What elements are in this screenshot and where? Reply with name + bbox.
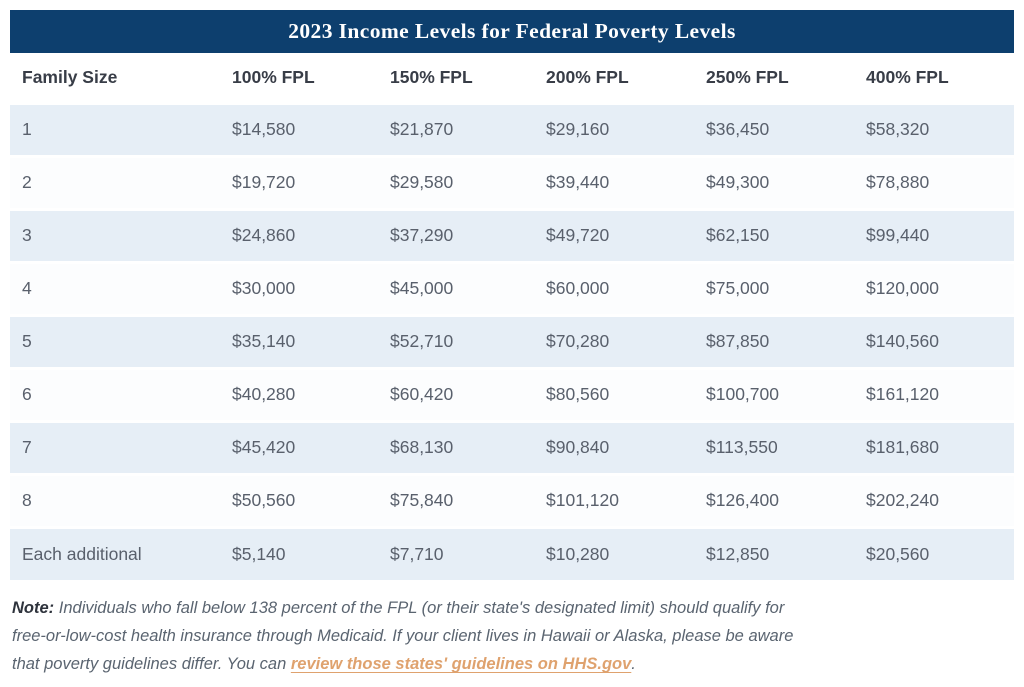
fpl-value-cell: $120,000 — [866, 278, 939, 298]
footnote: Note: Individuals who fall below 138 per… — [12, 594, 1007, 678]
fpl-value-cell: $161,120 — [866, 384, 939, 404]
fpl-value-cell: $99,440 — [866, 225, 930, 245]
table-row: 5 $35,140 $52,710 $70,280 $87,850 $140,560 — [10, 315, 1014, 368]
family-size-cell: 7 — [22, 437, 32, 457]
fpl-value-cell: $12,850 — [706, 543, 770, 564]
fpl-value-cell: $45,420 — [232, 437, 296, 457]
table-title: 2023 Income Levels for Federal Poverty L… — [288, 19, 736, 43]
column-header: 200% FPL — [534, 53, 694, 103]
table-header-row: Family Size 100% FPL 150% FPL 200% FPL 250% … — [10, 53, 1014, 103]
family-size-cell: 1 — [22, 119, 32, 139]
fpl-value-cell: $21,870 — [390, 119, 454, 139]
fpl-value-cell: $30,000 — [232, 278, 296, 298]
fpl-value-cell: $126,400 — [706, 490, 779, 510]
family-size-cell: 5 — [22, 331, 32, 351]
family-size-cell: 4 — [22, 278, 32, 298]
table-row: 6 $40,280 $60,420 $80,560 $100,700 $161,120 — [10, 368, 1014, 421]
fpl-value-cell: $50,560 — [232, 490, 296, 510]
note-text-line3-prefix: that poverty guidelines differ. You can — [12, 655, 291, 673]
fpl-value-cell: $101,120 — [546, 490, 619, 510]
fpl-value-cell: $100,700 — [706, 384, 779, 404]
fpl-value-cell: $29,160 — [546, 119, 610, 139]
table-row: 4 $30,000 $45,000 $60,000 $75,000 $120,000 — [10, 262, 1014, 315]
fpl-value-cell: $78,880 — [866, 172, 930, 192]
fpl-value-cell: $14,580 — [232, 119, 296, 139]
fpl-value-cell: $87,850 — [706, 331, 770, 351]
fpl-value-cell: $70,280 — [546, 331, 610, 351]
table-body: 1 $14,580 $21,870 $29,160 $36,450 $58,320 2 $19… — [10, 103, 1014, 580]
fpl-value-cell: $36,450 — [706, 119, 770, 139]
fpl-value-cell: $35,140 — [232, 331, 296, 351]
family-size-cell: 3 — [22, 225, 32, 245]
fpl-value-cell: $20,560 — [866, 543, 930, 564]
fpl-value-cell: $60,420 — [390, 384, 454, 404]
table-row: 3 $24,860 $37,290 $49,720 $62,150 $99,440 — [10, 209, 1014, 262]
fpl-value-cell: $113,550 — [706, 437, 778, 457]
footnote-line-2: free-or-low-cost health insurance throug… — [12, 622, 1007, 650]
footnote-line-1: Note: Individuals who fall below 138 per… — [12, 594, 1007, 622]
fpl-value-cell: $68,130 — [390, 437, 454, 457]
fpl-value-cell: $5,140 — [232, 543, 286, 564]
table-row: 1 $14,580 $21,870 $29,160 $36,450 $58,320 — [10, 103, 1014, 156]
note-text-suffix: . — [631, 655, 636, 673]
fpl-value-cell: $19,720 — [232, 172, 296, 192]
fpl-value-cell: $80,560 — [546, 384, 610, 404]
note-text-line1: Individuals who fall below 138 percent o… — [58, 599, 785, 617]
fpl-table-container: 2023 Income Levels for Federal Poverty L… — [10, 10, 1014, 580]
fpl-value-cell: $62,150 — [706, 225, 770, 245]
fpl-value-cell: $202,240 — [866, 490, 939, 510]
family-size-cell: 6 — [22, 384, 32, 404]
table-row: 8 $50,560 $75,840 $101,120 $126,400 $202,240 — [10, 474, 1014, 527]
fpl-value-cell: $90,840 — [546, 437, 610, 457]
fpl-value-cell: $75,000 — [706, 278, 770, 298]
family-size-cell: 2 — [22, 172, 32, 192]
hhs-guidelines-link[interactable]: review those states' guidelines on HHS.g… — [290, 655, 632, 673]
fpl-value-cell: $10,280 — [546, 543, 610, 564]
table-row: 2 $19,720 $29,580 $39,440 $49,300 $78,880 — [10, 156, 1014, 209]
fpl-value-cell: $75,840 — [390, 490, 454, 510]
fpl-value-cell: $60,000 — [546, 278, 610, 298]
table-row: 7 $45,420 $68,130 $90,840 $113,550 $181,680 — [10, 421, 1014, 474]
column-header: 400% FPL — [854, 53, 1014, 103]
fpl-value-cell: $49,720 — [546, 225, 610, 245]
fpl-value-cell: $52,710 — [390, 331, 454, 351]
table-title-bar: 2023 Income Levels for Federal Poverty L… — [10, 10, 1014, 53]
fpl-value-cell: $58,320 — [866, 119, 930, 139]
fpl-value-cell: $24,860 — [232, 225, 296, 245]
fpl-value-cell: $181,680 — [866, 437, 939, 457]
fpl-value-cell: $29,580 — [390, 172, 454, 192]
column-header: 100% FPL — [220, 53, 378, 103]
column-header: 250% FPL — [694, 53, 854, 103]
fpl-value-cell: $45,000 — [390, 278, 454, 298]
fpl-table: Family Size 100% FPL 150% FPL 200% FPL 250% … — [10, 53, 1014, 580]
fpl-value-cell: $37,290 — [390, 225, 454, 245]
table-row: Each additional $5,140 $7,710 $10,280 $12,85… — [10, 527, 1014, 580]
fpl-value-cell: $39,440 — [546, 172, 610, 192]
column-header: 150% FPL — [378, 53, 534, 103]
fpl-value-cell: $49,300 — [706, 172, 770, 192]
fpl-value-cell: $40,280 — [232, 384, 296, 404]
family-size-cell: 8 — [22, 490, 32, 510]
family-size-cell: Each additional — [22, 543, 142, 564]
fpl-value-cell: $7,710 — [390, 543, 444, 564]
footnote-line-3: that poverty guidelines differ. You can … — [12, 650, 1007, 678]
fpl-value-cell: $140,560 — [866, 331, 939, 351]
column-header: Family Size — [10, 53, 220, 103]
note-text-line2: free-or-low-cost health insurance throug… — [12, 627, 794, 645]
note-label: Note: — [12, 599, 55, 617]
